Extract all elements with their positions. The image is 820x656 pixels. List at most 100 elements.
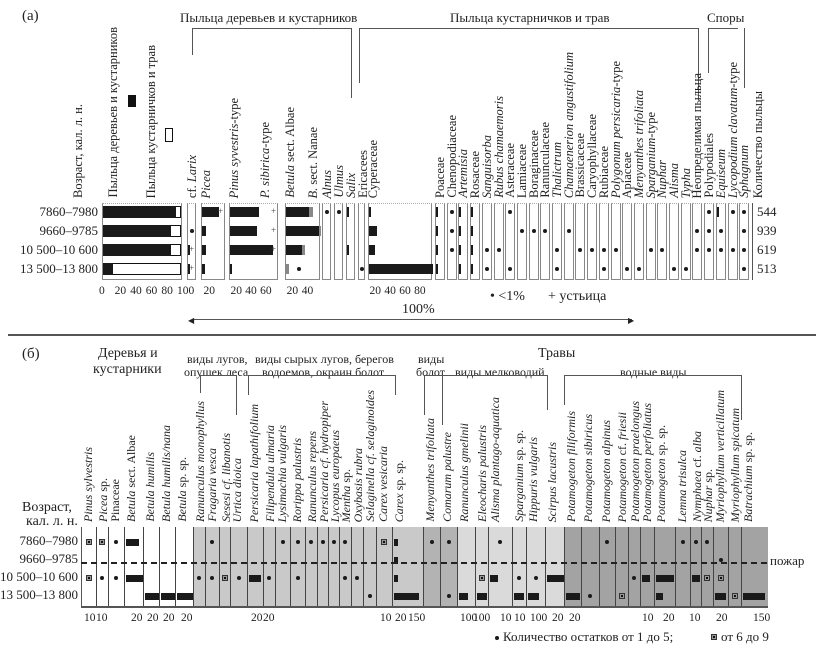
count-1-5-marker: [331, 540, 336, 544]
age-row-label-b: 10 500–10 600: [0, 569, 78, 584]
axis-tick-label-b: 20: [163, 612, 175, 624]
axis-tick-label: 0: [99, 285, 105, 297]
count-axis: [752, 203, 753, 280]
taxon-column-frame: [346, 203, 355, 280]
taxon-cell-column: [654, 527, 675, 606]
count-bar: [394, 539, 398, 546]
age-row-label-a: 13 500–13 800: [20, 261, 98, 276]
label-part: Carex vesicaria: [376, 446, 390, 522]
label-part: Potamogeton perfoliatus: [640, 403, 654, 522]
bracket-line: [200, 375, 201, 393]
count-1-5-marker: [517, 576, 521, 580]
taxon-column-frame: [739, 203, 750, 280]
age-row-label-b: 9660–9785: [19, 551, 79, 566]
dot-marker: [625, 267, 630, 271]
percent-bar: [286, 207, 310, 217]
bracket-line: [744, 28, 745, 88]
count-1-5-marker: [343, 576, 347, 580]
taxon-label-b: Carex vesicaria: [376, 446, 390, 522]
label-part: sect. Albae: [283, 107, 297, 166]
label-part: Potamogeton alpinus: [599, 419, 613, 522]
bracket-line: [547, 375, 548, 410]
group-bog-2: болот: [416, 365, 446, 379]
trees-bar: [103, 244, 171, 256]
count-1-5-marker: [533, 576, 538, 580]
taxon-label-b: Myriophyllum verticillatum: [713, 390, 727, 522]
taxon-label-b: Sparganium sp. sp.: [512, 430, 526, 522]
count-1-5-marker: [429, 540, 434, 544]
taxon-label-b: Potamogeton sibiricus: [581, 414, 595, 522]
taxon-label: Cyperaceae: [366, 140, 380, 198]
taxon-label: Sanguisorba: [480, 135, 494, 198]
dot-marker: [672, 267, 676, 271]
count-1-5-marker: [295, 576, 300, 580]
dot-marker: [566, 229, 571, 233]
axis-tick-label: 20: [369, 285, 381, 297]
taxon-label-b: Selaginella cf. selaginoides: [363, 390, 377, 522]
label-part: Potamogeton filiformis: [564, 411, 578, 522]
taxon-column-frame: [229, 203, 278, 280]
count-1-5-marker: [210, 540, 214, 544]
dot-marker: [590, 248, 595, 252]
taxon-cell-column: [701, 527, 713, 606]
percent-bar: [202, 226, 207, 236]
taxon-column-frame: [540, 203, 551, 280]
count-1-5-marker: [100, 576, 104, 580]
taxon-column-frame: [358, 203, 365, 280]
pollen-count-label: Количество пыльцы: [751, 90, 765, 198]
axis-tick-label-b: 20: [716, 612, 728, 624]
count-bar: [490, 575, 498, 582]
dot-marker: [730, 210, 735, 214]
percent-bar: [436, 264, 438, 274]
label-part: B.: [306, 187, 320, 198]
age-row-label-a: 7860–7980: [39, 204, 99, 219]
count-1-5-marker: [236, 576, 241, 580]
count-6-9-marker: [717, 575, 724, 581]
taxon-cell-column: [457, 527, 475, 606]
dot-marker: [449, 210, 454, 214]
label-part: -type: [258, 121, 272, 148]
bracket-line: [248, 375, 249, 395]
count-1-5-marker: [114, 576, 118, 580]
count-6-9-marker: [478, 575, 485, 581]
percent-bar: [230, 207, 259, 217]
axis-tick-label-b: 20: [251, 612, 263, 624]
taxon-cell-column: [628, 527, 640, 606]
taxon-label: Picea: [199, 170, 213, 198]
label-part: alba: [690, 431, 704, 453]
taxon-column-frame: [704, 203, 715, 280]
taxon-label-b: Carex sp. sp.: [392, 460, 406, 522]
label-part: Betula: [124, 490, 138, 522]
taxon-label-b: Menyanthes trifoliata: [423, 418, 437, 522]
group-wet-1: виды сырых лугов, берегов: [255, 352, 394, 366]
label-part: Betula humilis: [143, 452, 157, 522]
sum-label-herbs: Пыльца кустарничков и трав: [144, 44, 158, 198]
label-part: Selaginella cf. selaginoides: [363, 390, 377, 522]
count-bar: [715, 593, 726, 600]
taxon-column-frame: [470, 203, 481, 280]
label-part: Menyanthes trifoliata: [423, 418, 437, 522]
percent-bar: [471, 245, 474, 255]
count-1-5-marker: [446, 594, 451, 598]
count-bar: [145, 593, 160, 600]
dot-marker: [508, 267, 513, 271]
bracket-line: [741, 375, 742, 420]
count-1-5-marker: [693, 540, 698, 544]
axis-tick-label-b: 10: [514, 612, 526, 624]
dot-marker: [496, 248, 501, 252]
percent-bar: [202, 207, 219, 217]
count-6-9-marker: [221, 575, 228, 581]
count-6-9-marker: [85, 575, 92, 581]
stomata-marker: +: [271, 206, 277, 216]
taxon-cell-column: [124, 527, 143, 606]
taxon-column-frame: [481, 203, 492, 280]
bracket-line: [351, 28, 352, 98]
taxon-cell-column: [713, 527, 728, 606]
label-part: Persicaria lapathifolium: [247, 403, 261, 522]
label-part: sp. sp.: [654, 424, 668, 458]
taxon-label-b: Betula humilis: [143, 452, 157, 522]
taxon-label-b: Potamogeton alpinus: [599, 419, 613, 522]
bracket-line: [564, 375, 565, 405]
taxon-column-frame: [368, 203, 432, 280]
stomata-marker: +: [218, 206, 224, 216]
